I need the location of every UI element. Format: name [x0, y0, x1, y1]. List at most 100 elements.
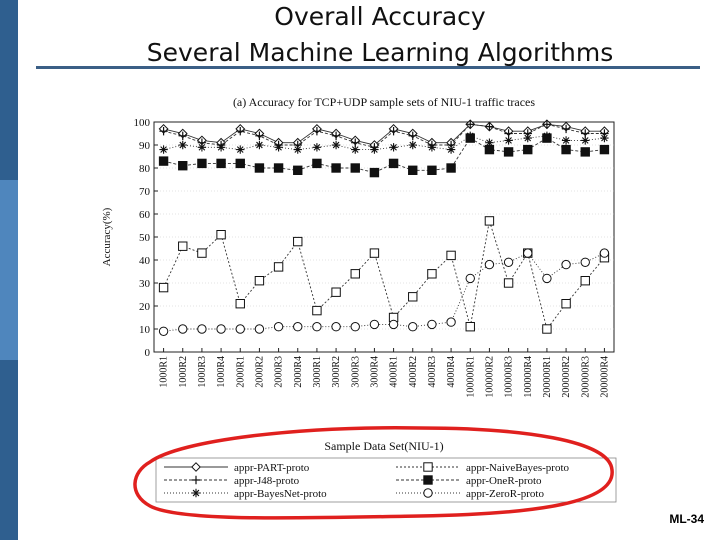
x-tick-label: 2000R1 — [235, 356, 246, 388]
x-tick-label: 2000R3 — [274, 356, 285, 388]
data-point-appr-NaiveBayes-proto — [465, 322, 475, 332]
data-point-appr-J48-proto — [312, 127, 322, 136]
y-axis-label: Accuracy(%) — [101, 207, 113, 266]
data-point-appr-BayesNet-proto — [293, 145, 302, 154]
series-line-appr-ZeroR-proto — [163, 252, 605, 332]
y-tick-label: 80 — [139, 163, 151, 175]
slide-number: ML-34 — [669, 512, 704, 526]
legend-label: appr-PART-proto — [234, 462, 310, 474]
data-point-appr-BayesNet-proto — [561, 136, 571, 145]
data-point-appr-J48-proto — [466, 120, 475, 129]
data-point-appr-BayesNet-proto — [351, 145, 360, 154]
data-point-appr-ZeroR-proto — [523, 248, 533, 258]
x-tick-label: 2000R4 — [293, 356, 304, 388]
y-tick-label: 60 — [139, 209, 151, 221]
y-tick-label: 100 — [134, 117, 151, 129]
data-point-appr-BayesNet-proto — [370, 145, 379, 154]
data-point-appr-NaiveBayes-proto — [503, 278, 514, 288]
data-point-appr-NaiveBayes-proto — [350, 269, 360, 279]
chart-title: (a) Accuracy for TCP+UDP sample sets of … — [233, 95, 535, 109]
x-tick-label: 100000R1 — [465, 356, 476, 398]
data-point-appr-NaiveBayes-proto — [408, 292, 418, 302]
data-point-appr-J48-proto — [159, 127, 168, 136]
x-tick-label: 1000R1 — [159, 356, 170, 388]
data-point-appr-ZeroR-proto — [542, 273, 552, 284]
data-point-appr-BayesNet-proto — [408, 140, 417, 150]
data-point-appr-NaiveBayes-proto — [369, 248, 380, 258]
x-tick-label: 100000R3 — [504, 356, 515, 398]
data-point-appr-ZeroR-proto — [465, 273, 475, 284]
data-point-appr-OneR-proto — [293, 165, 303, 175]
data-point-appr-BayesNet-proto — [197, 143, 207, 152]
data-point-appr-NaiveBayes-proto — [427, 269, 437, 279]
data-point-appr-ZeroR-proto — [503, 257, 514, 268]
title-underline — [36, 66, 700, 69]
data-point-appr-BayesNet-proto — [523, 133, 532, 143]
data-point-appr-OneR-proto — [580, 147, 590, 157]
legend-label: appr-J48-proto — [234, 475, 300, 487]
x-tick-label: 3000R1 — [312, 356, 323, 388]
data-point-appr-BayesNet-proto — [331, 140, 341, 150]
data-point-appr-NaiveBayes-proto — [197, 248, 207, 258]
data-point-appr-J48-proto — [255, 131, 264, 140]
x-tick-label: 200000R4 — [599, 356, 610, 398]
data-point-appr-OneR-proto — [408, 165, 418, 175]
data-point-appr-ZeroR-proto — [197, 324, 207, 334]
data-point-appr-NaiveBayes-proto — [561, 299, 571, 309]
x-tick-label: 2000R2 — [254, 356, 265, 388]
data-point-appr-BayesNet-proto — [159, 145, 168, 154]
x-tick-label: 3000R3 — [350, 356, 361, 388]
data-point-appr-J48-proto — [236, 127, 245, 136]
data-point-appr-J48-proto — [561, 124, 571, 134]
data-point-appr-J48-proto — [331, 131, 341, 140]
data-point-appr-ZeroR-proto — [408, 322, 418, 332]
data-point-appr-ZeroR-proto — [427, 319, 437, 330]
x-tick-label: 4000R2 — [408, 356, 419, 388]
data-point-appr-ZeroR-proto — [235, 324, 245, 334]
x-tick-label: 1000R4 — [216, 356, 227, 388]
data-point-appr-OneR-proto — [561, 144, 571, 155]
data-point-appr-NaiveBayes-proto — [273, 262, 284, 272]
data-point-appr-BayesNet-proto — [178, 140, 187, 150]
data-point-appr-BayesNet-proto — [255, 140, 264, 150]
y-tick-label: 70 — [139, 186, 151, 198]
data-point-appr-NaiveBayes-proto — [235, 299, 245, 309]
series-line-appr-BayesNet-proto — [163, 135, 605, 151]
data-point-appr-OneR-proto — [216, 158, 226, 169]
data-point-appr-BayesNet-proto — [600, 133, 609, 143]
data-point-appr-BayesNet-proto — [446, 145, 456, 154]
data-point-appr-BayesNet-proto — [274, 143, 283, 152]
legend-label: appr-OneR-proto — [466, 475, 542, 487]
data-point-appr-BayesNet-proto — [312, 143, 322, 152]
data-point-appr-OneR-proto — [197, 158, 207, 169]
legend-marker — [423, 462, 433, 472]
x-tick-label: 200000R1 — [542, 356, 553, 398]
data-point-appr-ZeroR-proto — [293, 322, 303, 332]
data-point-appr-OneR-proto — [350, 163, 360, 173]
legend-marker — [191, 488, 201, 498]
data-point-appr-ZeroR-proto — [561, 259, 571, 270]
x-axis-label: Sample Data Set(NIU-1) — [324, 439, 443, 453]
legend-label: appr-BayesNet-proto — [234, 488, 327, 500]
x-tick-label: 3000R4 — [369, 356, 380, 388]
data-point-appr-NaiveBayes-proto — [446, 250, 456, 261]
data-point-appr-OneR-proto — [388, 158, 399, 169]
data-point-appr-BayesNet-proto — [581, 136, 590, 145]
x-tick-label: 4000R4 — [446, 356, 457, 388]
legend-marker — [423, 475, 433, 485]
data-point-appr-ZeroR-proto — [273, 322, 284, 332]
data-point-appr-BayesNet-proto — [504, 136, 513, 145]
y-tick-label: 10 — [139, 324, 151, 336]
data-point-appr-J48-proto — [178, 131, 187, 140]
data-point-appr-OneR-proto — [178, 161, 188, 171]
data-point-appr-ZeroR-proto — [446, 317, 456, 327]
data-point-appr-NaiveBayes-proto — [312, 305, 322, 316]
y-tick-label: 50 — [139, 232, 151, 244]
x-tick-label: 3000R2 — [331, 356, 342, 388]
data-point-appr-BayesNet-proto — [485, 138, 494, 147]
x-tick-label: 1000R3 — [197, 356, 208, 388]
data-point-appr-NaiveBayes-proto — [216, 230, 226, 240]
x-tick-label: 100000R4 — [523, 356, 534, 398]
data-point-appr-NaiveBayes-proto — [293, 236, 303, 247]
